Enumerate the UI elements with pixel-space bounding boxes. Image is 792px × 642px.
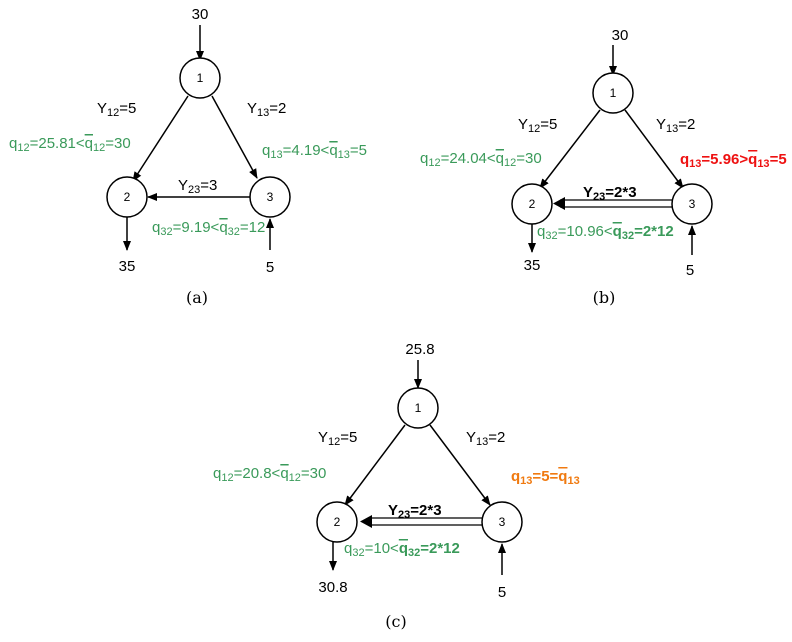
node-3-label: 3 [689, 197, 696, 211]
edge-1-2 [344, 424, 406, 506]
node-3 [481, 501, 523, 543]
caption-c: (c) [385, 612, 406, 631]
q32-label: q32=10<q32=2*12 [344, 540, 460, 559]
node-2-label: 2 [529, 197, 536, 211]
panel-c: 25.8 1 2 3 30.8 5 Y12=5 Y13=2 Y23=2*3 q1… [213, 341, 580, 631]
y12-label: Y12=5 [97, 100, 136, 119]
q13-label: q13=5=q13 [511, 468, 580, 487]
y23-label: Y23=3 [178, 177, 217, 196]
edge-1-2 [132, 95, 189, 182]
edge-1-3 [624, 109, 684, 189]
q12-label: q12=24.04<q12=30 [420, 150, 542, 169]
node-1-label: 1 [415, 401, 422, 415]
caption-a: (a) [186, 288, 208, 307]
y12-label: Y12=5 [518, 116, 557, 135]
node-2-label: 2 [334, 515, 341, 529]
node-1-label: 1 [610, 86, 617, 100]
node-3-label: 3 [499, 515, 506, 529]
q32-label: q32=9.19<q32=12 [152, 219, 265, 238]
inflow-node3-label: 5 [498, 584, 506, 601]
outflow-node2-label: 30.8 [318, 579, 347, 596]
edge-1-3 [429, 424, 491, 506]
y13-label: Y13=2 [466, 429, 505, 448]
q12-label: q12=25.81<q12=30 [9, 135, 131, 154]
y23-label: Y23=2*3 [388, 502, 442, 521]
node-1 [592, 72, 634, 114]
q32-label: q32=10.96<q32=2*12 [537, 223, 674, 242]
node-2-label: 2 [124, 190, 131, 204]
node-3-label: 3 [267, 190, 274, 204]
edge-3-2-arrowhead [360, 515, 372, 528]
inflow-node1-label: 30 [612, 27, 629, 44]
q13-label: q13=5.96>q13=5 [680, 151, 787, 170]
node-1 [397, 387, 439, 429]
edge-1-3 [211, 95, 258, 179]
node-3 [249, 176, 291, 218]
y13-label: Y13=2 [247, 100, 286, 119]
y23-label: Y23=2*3 [583, 184, 637, 203]
node-1 [179, 57, 221, 99]
inflow-node1-label: 25.8 [405, 341, 434, 358]
edge-3-2-arrowhead [553, 197, 565, 210]
panel-b: 30 1 2 3 35 5 Y12=5 Y13=2 Y23=2*3 q12=24… [420, 27, 787, 307]
y12-label: Y12=5 [318, 429, 357, 448]
y13-label: Y13=2 [656, 116, 695, 135]
q12-label: q12=20.8<q12=30 [213, 465, 326, 484]
edge-1-2 [539, 109, 601, 189]
caption-b: (b) [593, 288, 616, 307]
panel-a: 30 1 2 3 35 5 Y12=5 Y13=2 Y23=3 q12=25.8… [9, 6, 367, 307]
inflow-node1-label: 30 [192, 6, 209, 23]
inflow-node3-label: 5 [266, 259, 274, 276]
node-1-label: 1 [197, 71, 204, 85]
outflow-node2-label: 35 [524, 257, 541, 274]
q13-label: q13=4.19<q13=5 [262, 142, 367, 161]
outflow-node2-label: 35 [119, 258, 136, 275]
node-3 [671, 183, 713, 225]
inflow-node3-label: 5 [686, 262, 694, 279]
node-2 [316, 501, 358, 543]
